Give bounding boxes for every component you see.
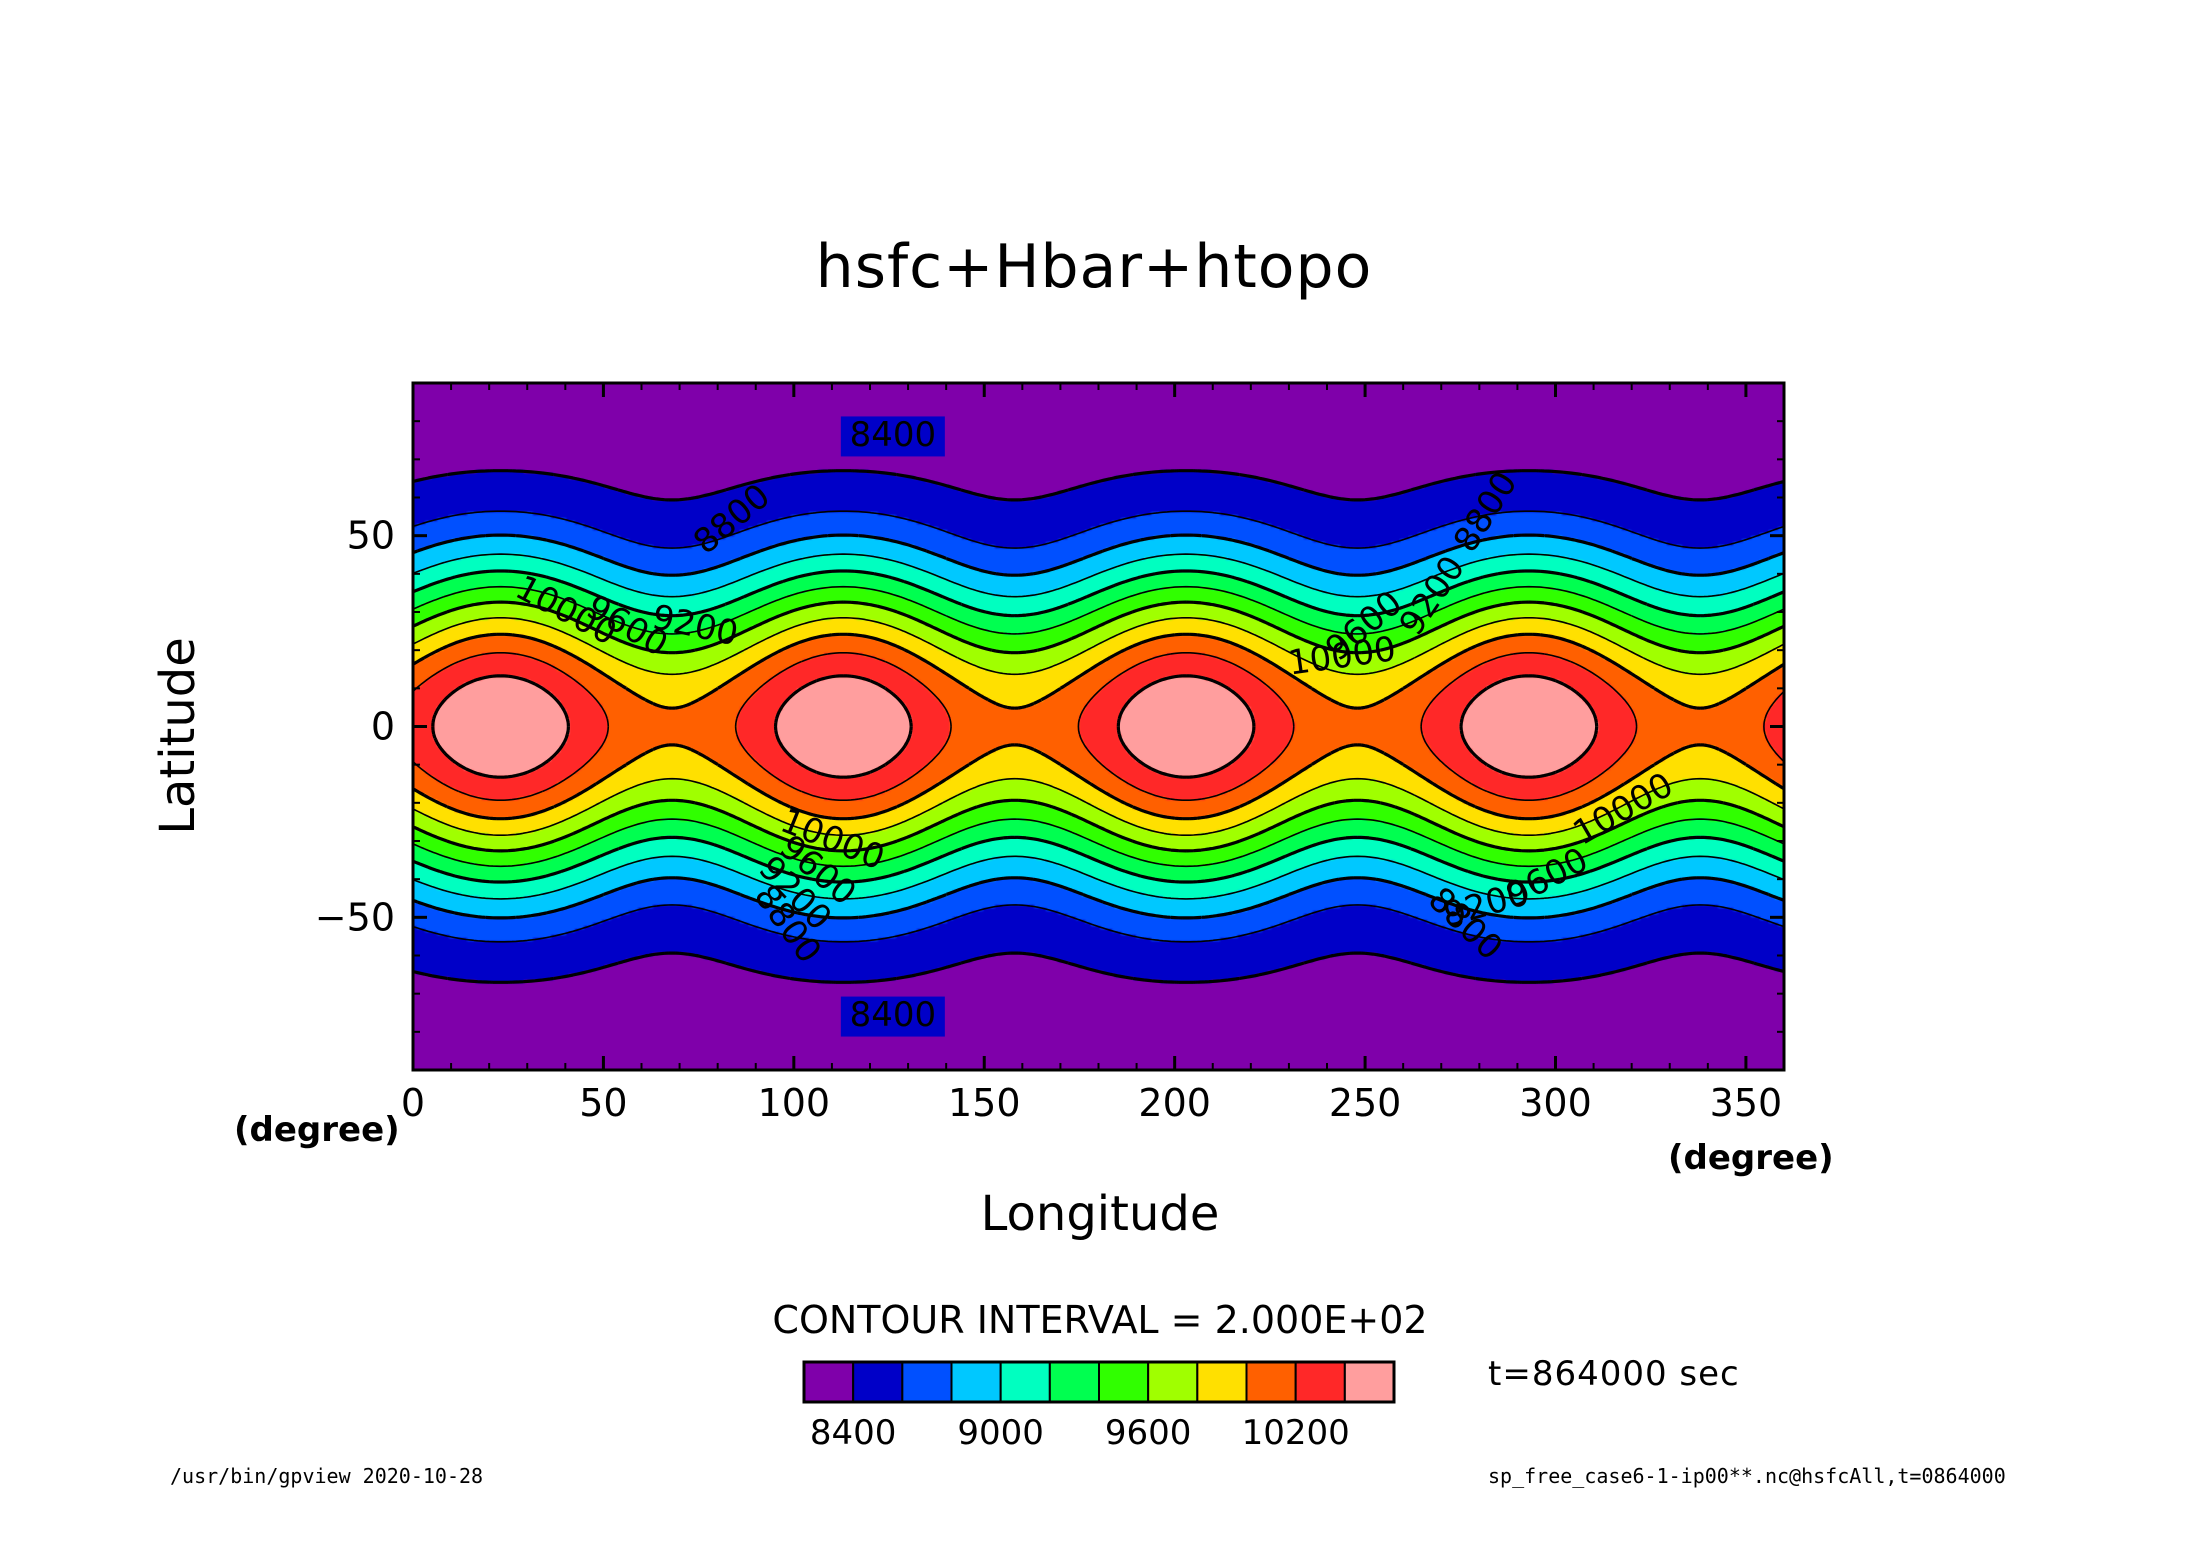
colorbar-label: 9000	[957, 1413, 1044, 1453]
contour-line-9000	[413, 553, 1784, 900]
colorbar-label: 9600	[1105, 1413, 1192, 1453]
contour-line-9200	[413, 569, 1784, 884]
colorbar-swatch	[852, 1361, 904, 1403]
y-tick-label: 0	[371, 705, 395, 749]
footer-source: sp_free_case6-1-ip00**.nc@hsfcAll,t=0864…	[1488, 1464, 2006, 1488]
y-tick-label: −50	[315, 895, 395, 939]
y-axis: −50 0 50	[315, 420, 1784, 1033]
contour-label-bg	[840, 416, 945, 457]
colorbar-label: 8400	[810, 1413, 897, 1453]
x-tick-label: 50	[579, 1081, 627, 1125]
x-tick-label: 250	[1329, 1081, 1402, 1125]
x-axis: 0 50 100 150 200 250 300 350	[401, 383, 1782, 1125]
chart-title: hsfc+Hbar+htopo	[815, 232, 1373, 302]
x-tick-label: 150	[948, 1081, 1021, 1125]
colorbar-swatch	[1147, 1361, 1199, 1403]
colorbar-swatch	[1196, 1361, 1248, 1403]
contour-line-9400	[413, 585, 1784, 868]
colorbar-swatch	[803, 1361, 855, 1403]
time-label: t=864000 sec	[1488, 1354, 1740, 1394]
contour-label-bg	[840, 996, 945, 1037]
contour-line-9800	[413, 617, 1784, 836]
footer-program: /usr/bin/gpview 2020-10-28	[170, 1464, 484, 1488]
colorbar-swatch	[999, 1361, 1051, 1403]
y-axis-unit: (degree)	[234, 1110, 400, 1150]
x-tick-label: 200	[1138, 1081, 1211, 1125]
colorbar-swatch	[1343, 1361, 1396, 1403]
x-tick-label: 350	[1710, 1081, 1783, 1125]
colorbar-swatch	[901, 1361, 953, 1403]
colorbar-swatch	[1098, 1361, 1150, 1403]
y-axis-label: Latitude	[150, 637, 206, 835]
contour-interval-label: CONTOUR INTERVAL = 2.000E+02	[772, 1298, 1428, 1342]
contour-line-8400	[413, 469, 1784, 984]
colorbar-label: 10200	[1242, 1413, 1350, 1453]
filled-contours	[413, 383, 1784, 1070]
x-tick-label: 0	[401, 1081, 425, 1125]
x-tick-label: 300	[1519, 1081, 1592, 1125]
contour-line-10400	[431, 674, 1599, 779]
colorbar-swatch	[1294, 1361, 1346, 1403]
colorbar-frame	[802, 1360, 1396, 1404]
contour-label: 8400	[850, 995, 937, 1035]
contour-label: 8400	[850, 415, 937, 455]
contour-lines	[413, 469, 1784, 984]
colorbar-swatch	[1245, 1361, 1297, 1403]
contour-line-9600	[413, 600, 1784, 853]
x-axis-label: Longitude	[980, 1186, 1220, 1242]
x-tick-label: 100	[758, 1081, 831, 1125]
y-tick-label: 50	[347, 514, 395, 558]
contour-field	[413, 383, 1784, 1070]
colorbar: 8400 9000 9600 10200	[802, 1360, 1396, 1453]
contour-line-8600	[413, 510, 1784, 943]
contour-line-8800	[413, 533, 1784, 920]
colorbar-swatch	[950, 1361, 1002, 1403]
contour-line-10000	[413, 632, 1784, 821]
colorbar-swatch	[1048, 1361, 1101, 1403]
x-axis-unit: (degree)	[1668, 1138, 1834, 1178]
